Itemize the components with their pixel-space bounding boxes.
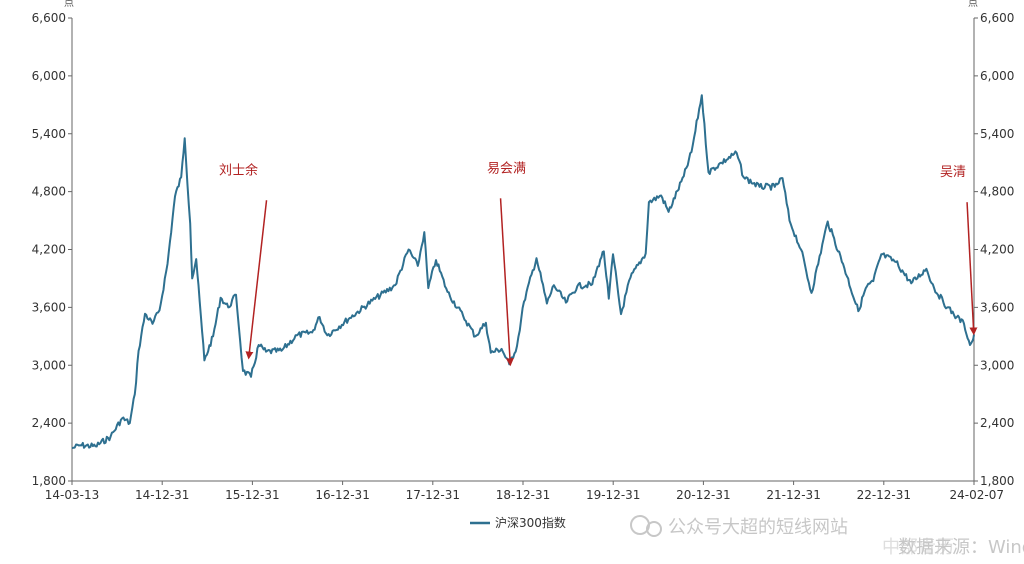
y-unit-right: 点 xyxy=(968,0,978,9)
annotation-label: 吴清 xyxy=(940,165,966,180)
legend-label: 沪深300指数 xyxy=(495,515,566,530)
annotation-arrow xyxy=(966,202,978,336)
annotation-arrow xyxy=(499,198,514,367)
y-tick-label-right: 3,000 xyxy=(980,358,1014,372)
x-tick-label: 14-12-31 xyxy=(135,488,189,502)
annotation-arrow xyxy=(245,200,268,360)
y-tick-label-right: 2,400 xyxy=(980,416,1014,430)
y-tick-label-left: 3,000 xyxy=(32,358,66,372)
x-ticks: 14-03-13 14-12-31 15-12-31 16-12-31 17-12-31… xyxy=(45,481,1004,502)
x-tick-label: 14-03-13 xyxy=(45,488,99,502)
y-tick-label-right: 4,200 xyxy=(980,243,1014,257)
y-tick-label-left: 3,600 xyxy=(32,300,66,314)
annotation-label: 刘士余 xyxy=(219,162,258,178)
y-tick-label-left: 5,400 xyxy=(32,127,66,141)
y-tick-label-right: 6,600 xyxy=(980,11,1014,25)
y-tick-label-left: 4,800 xyxy=(32,185,66,199)
x-tick-label: 22-12-31 xyxy=(857,488,911,502)
series-line-hs300 xyxy=(71,94,975,450)
wechat-icon-bubble xyxy=(646,521,662,537)
x-tick-label: 21-12-31 xyxy=(766,488,820,502)
annotations: 刘士余 易会满 吴清 xyxy=(219,161,978,367)
x-tick-label: 18-12-31 xyxy=(496,488,550,502)
watermark-group: 公众号大超的短线网站 数据来源：Wind 中部青历 xyxy=(630,515,1024,558)
y-tick-label-left: 1,800 xyxy=(32,474,66,488)
annotation-label: 易会满 xyxy=(487,161,526,176)
y-tick-label-left: 6,000 xyxy=(32,69,66,83)
x-tick-label: 17-12-31 xyxy=(406,488,460,502)
y-tick-label-right: 3,600 xyxy=(980,300,1014,314)
watermark-corner: 中部青历 xyxy=(882,537,954,558)
x-tick-label: 15-12-31 xyxy=(225,488,279,502)
legend: 沪深300指数 xyxy=(470,515,566,530)
y-tick-label-right: 5,400 xyxy=(980,127,1014,141)
watermark-wechat: 公众号大超的短线网站 xyxy=(668,517,848,538)
x-tick-label: 20-12-31 xyxy=(676,488,730,502)
y-tick-label-left: 4,200 xyxy=(32,243,66,257)
y-tick-label-right: 6,000 xyxy=(980,69,1014,83)
wechat-icon xyxy=(630,515,650,535)
y-unit-left: 点 xyxy=(64,0,74,9)
y-tick-label-left: 6,600 xyxy=(32,11,66,25)
y-ticks-right: 1,800 2,400 3,000 3,600 4,200 4,800 5,400 6,000… xyxy=(974,11,1014,488)
watermark-source: 数据来源：Wind xyxy=(898,537,1024,558)
x-tick-label: 19-12-31 xyxy=(586,488,640,502)
x-tick-label: 16-12-31 xyxy=(315,488,369,502)
y-tick-label-right: 4,800 xyxy=(980,185,1014,199)
y-ticks-left: 1,800 2,400 3,000 3,600 4,200 4,800 5,400 6,000… xyxy=(32,11,72,488)
x-tick-label: 24-02-07 xyxy=(950,488,1004,502)
y-tick-label-right: 1,800 xyxy=(980,474,1014,488)
y-tick-label-left: 2,400 xyxy=(32,416,66,430)
